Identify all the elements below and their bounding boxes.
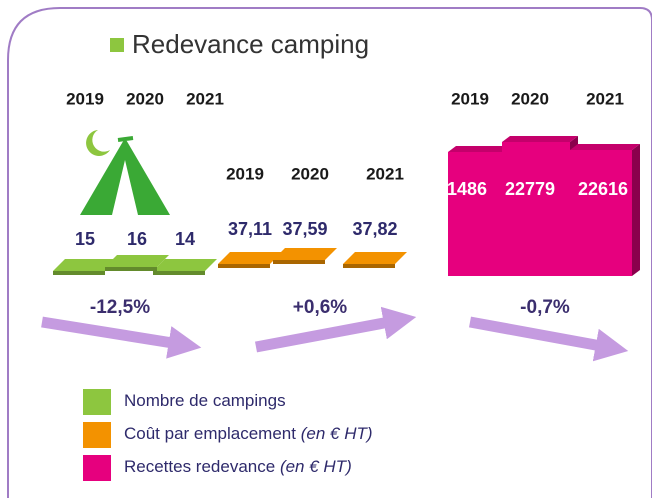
tile bbox=[218, 252, 282, 264]
tile-edge bbox=[273, 260, 325, 264]
tile bbox=[343, 252, 407, 264]
legend-text: Nombre de campings bbox=[124, 391, 286, 410]
value-label: 14 bbox=[175, 229, 195, 249]
year-label: 2020 bbox=[291, 164, 329, 183]
tile-edge bbox=[105, 267, 157, 271]
value-label: 15 bbox=[75, 229, 95, 249]
tent-icon bbox=[80, 130, 170, 215]
tile-edge bbox=[153, 271, 205, 275]
title: Redevance camping bbox=[132, 29, 369, 59]
legend-label: Coût par emplacement (en € HT) bbox=[124, 424, 373, 443]
tile-edge bbox=[218, 264, 270, 268]
arrows bbox=[41, 306, 629, 362]
year-label: 2021 bbox=[366, 164, 404, 183]
value-label: 22616 bbox=[578, 179, 628, 199]
legend-swatch bbox=[83, 422, 111, 448]
legend-label: Recettes redevance (en € HT) bbox=[124, 457, 352, 476]
year-label: 2020 bbox=[511, 89, 549, 108]
bar bbox=[570, 150, 632, 276]
value-label: 37,59 bbox=[282, 219, 327, 239]
bar-top bbox=[448, 146, 510, 152]
tile-edge bbox=[53, 271, 105, 275]
year-label: 2021 bbox=[186, 89, 224, 108]
value-label: 37,82 bbox=[352, 219, 397, 239]
year-label: 2019 bbox=[451, 89, 489, 108]
year-label: 2021 bbox=[586, 89, 624, 108]
tile bbox=[153, 259, 217, 271]
change-label: +0,6% bbox=[293, 297, 348, 318]
tile bbox=[105, 255, 169, 267]
bar bbox=[448, 152, 502, 276]
bar-side bbox=[632, 144, 640, 276]
legend-text: Recettes redevance bbox=[124, 457, 275, 476]
tile bbox=[273, 248, 337, 260]
title-marker bbox=[110, 38, 124, 52]
legend-text: Coût par emplacement bbox=[124, 424, 296, 443]
legend-note: (en € HT) bbox=[280, 457, 352, 476]
bar-top bbox=[570, 144, 640, 150]
value-label: 16 bbox=[127, 229, 147, 249]
value-label: 21486 bbox=[437, 179, 487, 199]
bar bbox=[502, 142, 570, 276]
bar-top bbox=[502, 136, 578, 142]
value-label: 37,11 bbox=[228, 219, 272, 239]
legend-note: (en € HT) bbox=[301, 424, 373, 443]
legend-swatch bbox=[83, 455, 111, 481]
change-label: -0,7% bbox=[520, 297, 570, 318]
tile-edge bbox=[343, 264, 395, 268]
year-label: 2020 bbox=[126, 89, 164, 108]
legend-label: Nombre de campings bbox=[124, 391, 286, 410]
tile bbox=[53, 259, 117, 271]
change-label: -12,5% bbox=[90, 297, 150, 318]
year-label: 2019 bbox=[226, 164, 264, 183]
legend-swatch bbox=[83, 389, 111, 415]
value-label: 22779 bbox=[505, 179, 555, 199]
year-label: 2019 bbox=[66, 89, 104, 108]
